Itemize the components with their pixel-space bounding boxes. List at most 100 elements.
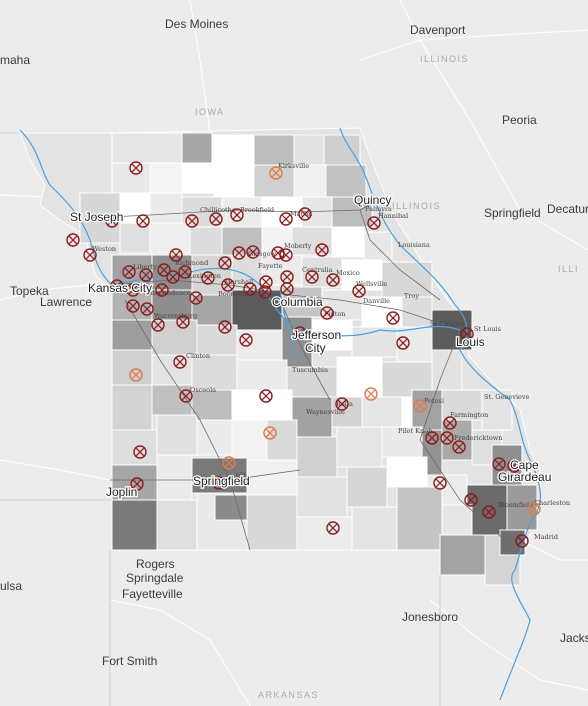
- site-marker-icon[interactable]: [364, 387, 378, 401]
- site-marker-icon[interactable]: [157, 263, 171, 277]
- site-marker-icon[interactable]: [440, 431, 454, 445]
- site-marker-icon[interactable]: [335, 397, 349, 411]
- site-marker-icon[interactable]: [507, 459, 521, 473]
- site-marker-icon[interactable]: [269, 166, 283, 180]
- site-marker-icon[interactable]: [280, 282, 294, 296]
- town-label: Weston: [92, 245, 116, 253]
- site-marker-icon[interactable]: [179, 389, 193, 403]
- site-marker-icon[interactable]: [279, 248, 293, 262]
- site-marker-icon[interactable]: [259, 275, 273, 289]
- site-marker-icon[interactable]: [320, 306, 334, 320]
- site-marker-icon[interactable]: [443, 416, 457, 430]
- site-marker-icon[interactable]: [326, 521, 340, 535]
- site-marker-icon[interactable]: [460, 327, 474, 341]
- city-label: Jonesboro: [402, 610, 458, 624]
- town-label: Farmington: [450, 411, 488, 419]
- town-label: Boonville: [218, 290, 249, 298]
- site-marker-icon[interactable]: [258, 285, 272, 299]
- site-marker-icon[interactable]: [185, 214, 199, 228]
- site-marker-icon[interactable]: [218, 256, 232, 270]
- site-marker-icon[interactable]: [83, 248, 97, 262]
- site-marker-icon[interactable]: [178, 265, 192, 279]
- site-marker-icon[interactable]: [176, 315, 190, 329]
- town-label: Troy: [404, 292, 419, 300]
- city-label: Fort Smith: [102, 654, 157, 668]
- site-marker-icon[interactable]: [279, 212, 293, 226]
- site-marker-icon[interactable]: [129, 161, 143, 175]
- town-label: St. Genevieve: [484, 393, 530, 401]
- site-marker-icon[interactable]: [129, 368, 143, 382]
- site-marker-icon[interactable]: [259, 389, 273, 403]
- town-label: Warrensburg: [154, 312, 197, 320]
- site-marker-icon[interactable]: [246, 245, 260, 259]
- site-marker-icon[interactable]: [527, 502, 541, 516]
- town-label: Brookfield: [240, 206, 274, 214]
- site-marker-icon[interactable]: [139, 268, 153, 282]
- site-marker-icon[interactable]: [166, 270, 180, 284]
- town-label: Pilot Knob: [398, 427, 432, 435]
- site-marker-icon[interactable]: [122, 265, 136, 279]
- town-label: Fredericktown: [454, 434, 503, 442]
- site-marker-icon[interactable]: [230, 208, 244, 222]
- site-marker-icon[interactable]: [396, 336, 410, 350]
- town-label: Bloomfield: [498, 501, 533, 509]
- site-marker-icon[interactable]: [425, 431, 439, 445]
- site-marker-icon[interactable]: [243, 282, 257, 296]
- city-label-springfield-mo: Springfield: [193, 474, 250, 488]
- site-marker-icon[interactable]: [155, 283, 169, 297]
- site-marker-icon[interactable]: [151, 318, 165, 332]
- town-label: Rolla: [336, 400, 353, 408]
- city-label-cape-girardeau: Cape: [510, 458, 539, 472]
- city-label: Decatur: [547, 202, 588, 216]
- site-marker-icon[interactable]: [367, 216, 381, 230]
- site-marker-icon[interactable]: [130, 477, 144, 491]
- site-marker-icon[interactable]: [492, 457, 506, 471]
- site-marker-icon[interactable]: [386, 311, 400, 325]
- town-label: Glasgow: [248, 250, 277, 258]
- city-label: Jacks: [560, 631, 588, 645]
- site-marker-icon[interactable]: [239, 333, 253, 347]
- site-marker-icon[interactable]: [173, 355, 187, 369]
- site-marker-icon[interactable]: [218, 320, 232, 334]
- site-marker-icon[interactable]: [315, 243, 329, 257]
- site-marker-icon[interactable]: [482, 505, 496, 519]
- town-label: Fulton: [324, 310, 346, 318]
- site-marker-icon[interactable]: [66, 233, 80, 247]
- site-marker-icon[interactable]: [201, 271, 215, 285]
- site-marker-icon[interactable]: [515, 534, 529, 548]
- site-marker-icon[interactable]: [305, 270, 319, 284]
- site-marker-icon[interactable]: [140, 302, 154, 316]
- city-label: Rogers: [136, 557, 175, 571]
- site-marker-icon[interactable]: [222, 456, 236, 470]
- site-marker-icon[interactable]: [433, 476, 447, 490]
- site-marker-icon[interactable]: [209, 212, 223, 226]
- site-marker-icon[interactable]: [263, 426, 277, 440]
- city-label: Davenport: [410, 23, 466, 37]
- site-marker-icon[interactable]: [126, 283, 140, 297]
- site-marker-icon[interactable]: [221, 278, 235, 292]
- city-label-st-joseph: St Joseph: [70, 210, 123, 224]
- site-marker-icon[interactable]: [293, 326, 307, 340]
- site-marker-icon[interactable]: [212, 476, 226, 490]
- site-marker-icon[interactable]: [352, 284, 366, 298]
- town-label: Madrid: [534, 533, 558, 541]
- site-marker-icon[interactable]: [452, 440, 466, 454]
- town-label: Waynesville: [306, 408, 345, 416]
- site-marker-icon[interactable]: [133, 445, 147, 459]
- site-marker-icon[interactable]: [136, 214, 150, 228]
- site-marker-icon[interactable]: [169, 248, 183, 262]
- site-marker-icon[interactable]: [126, 299, 140, 313]
- site-marker-icon[interactable]: [326, 273, 340, 287]
- state-label-illinois: ILLINOIS: [392, 201, 441, 211]
- site-marker-icon[interactable]: [298, 207, 312, 221]
- site-marker-icon[interactable]: [110, 279, 124, 293]
- town-label: Clinton: [186, 352, 210, 360]
- city-label: Springdale: [126, 571, 184, 585]
- site-marker-icon[interactable]: [232, 246, 246, 260]
- site-marker-icon[interactable]: [189, 291, 203, 305]
- site-marker-icon[interactable]: [105, 214, 119, 228]
- site-marker-icon[interactable]: [464, 493, 478, 507]
- site-marker-icon[interactable]: [413, 399, 427, 413]
- town-label: Palmyra: [365, 205, 392, 213]
